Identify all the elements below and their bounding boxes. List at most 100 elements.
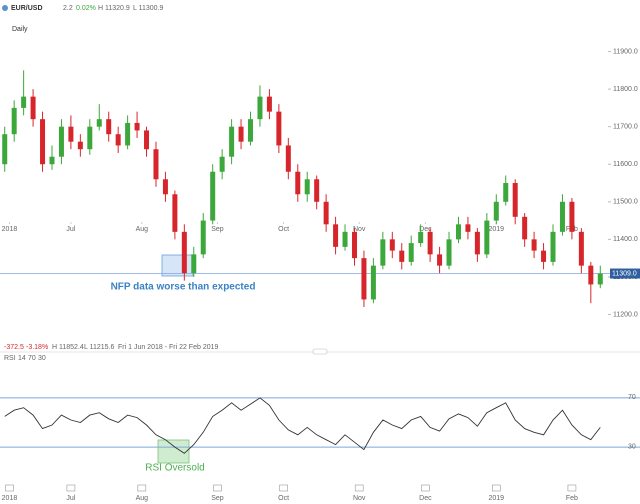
divider-handle[interactable] (312, 348, 328, 355)
x-tick-label: Feb (566, 495, 578, 502)
candle-body (295, 171, 301, 195)
candle-body (323, 201, 329, 225)
rsi-param: 14 (18, 355, 26, 362)
candle-body (569, 201, 575, 232)
y-tick-label: 11200.0 (613, 311, 638, 318)
x-tick-label: Jul (66, 495, 75, 502)
candle-body (446, 239, 452, 266)
candle-body (30, 96, 36, 120)
candle-body (550, 231, 556, 262)
candle-body (144, 130, 150, 150)
calendar-icon (354, 484, 364, 492)
candle-body (68, 126, 74, 142)
symbol: EUR/USD (11, 5, 43, 12)
candle-body (493, 201, 499, 221)
x-tick-label: 2018 (2, 226, 18, 233)
change: 0.02% (76, 5, 96, 12)
timeframe: Daily (12, 26, 28, 33)
last-price-label: 11309.0 (612, 270, 637, 277)
candle-body (276, 111, 282, 146)
rsi-highlight (157, 439, 190, 464)
calendar-icon (66, 484, 76, 492)
summary-percent: -3.18% (26, 344, 48, 351)
candle-body (304, 179, 310, 195)
candle-body (503, 183, 509, 202)
candle-body (484, 220, 490, 255)
x-tick-label: Oct (278, 495, 289, 502)
candle-body (342, 231, 348, 247)
header-low: L 11300.9 (133, 5, 163, 12)
calendar-icon (5, 484, 14, 492)
candle-body (49, 156, 55, 165)
candle-body (87, 126, 93, 150)
candle-body (285, 145, 291, 172)
candle-body (333, 224, 339, 247)
candle-body (399, 250, 405, 262)
candle-body (96, 119, 102, 127)
candle-body (455, 224, 461, 240)
candle-body (106, 119, 112, 135)
candle-body (200, 220, 206, 255)
rsi-annotation: RSI Oversold (145, 463, 204, 474)
calendar-icon (567, 484, 577, 492)
candle-body (408, 243, 414, 262)
x-tick-label: Aug (136, 495, 149, 502)
candle-body (559, 201, 565, 232)
interval: 2.2 (63, 5, 73, 12)
candle-body (465, 224, 471, 232)
calendar-icon (213, 484, 222, 492)
x-tick-label: Nov (353, 495, 366, 502)
x-tick-label: Dec (419, 226, 432, 233)
x-tick-label: Nov (353, 226, 366, 233)
x-tick-label: 2019 (489, 226, 505, 233)
candle-body (512, 183, 518, 217)
candle-body (437, 254, 443, 266)
y-tick-label: 11700.0 (613, 124, 638, 131)
candle-body (522, 216, 528, 240)
x-tick-label: Aug (136, 226, 149, 233)
y-tick-label: 11800.0 (613, 86, 638, 93)
candle-body (531, 239, 537, 251)
candle-body (153, 149, 159, 180)
calendar-icon (491, 484, 501, 492)
summary-change: -372.5 (4, 344, 24, 351)
candle-body (238, 126, 244, 142)
x-tick-label: Sep (211, 495, 224, 502)
candle-body (418, 231, 424, 244)
candle-body (115, 134, 121, 146)
x-tick-label: Sep (211, 226, 224, 233)
candle-body (248, 119, 254, 142)
candle-body (314, 179, 320, 202)
candle-body (210, 171, 216, 221)
summary-range: Fri 1 Jun 2018 - Fri 22 Feb 2019 (118, 344, 218, 351)
candle-body (351, 231, 357, 259)
candle-body (219, 156, 225, 172)
candle-body (370, 265, 376, 300)
y-tick-label: 11600.0 (613, 161, 638, 168)
candle-body (40, 119, 46, 165)
y-tick-label: 11900.0 (613, 48, 638, 55)
candle-body (588, 265, 594, 285)
candle-body (2, 134, 8, 165)
candle-body (181, 231, 187, 274)
rsi-param: 70 (28, 355, 36, 362)
y-tick-label: 11400.0 (613, 236, 638, 243)
candle-body (361, 258, 367, 300)
nfp-annotation: NFP data worse than expected (111, 282, 256, 293)
candle-body (162, 179, 168, 195)
calendar-icon (137, 484, 147, 492)
last-price-box (610, 268, 640, 279)
candle-body (266, 96, 272, 112)
candle-body (77, 141, 83, 150)
candle-body (257, 96, 263, 120)
candle-body (578, 231, 584, 266)
candle-body (597, 273, 603, 285)
rsi-param: 30 (38, 355, 46, 362)
candle-body (21, 96, 27, 108)
x-tick-label: 2019 (489, 495, 505, 502)
symbol-icon (2, 5, 8, 11)
nfp-highlight (161, 254, 194, 277)
candle-body (134, 122, 140, 131)
